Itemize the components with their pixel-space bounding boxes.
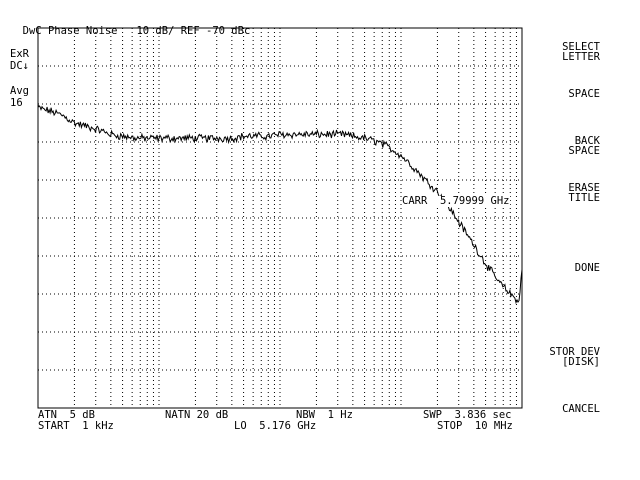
softkey-cancel[interactable]: CANCEL <box>562 403 600 415</box>
noise-trace <box>37 105 523 305</box>
avg-count: 16 <box>10 97 23 109</box>
softkey-stor-dev[interactable]: STOR DEV [DISK] <box>549 346 600 368</box>
scale-readout: 10 dB/ <box>136 25 175 37</box>
dc-annotation: DC↓ <box>10 60 29 72</box>
attenuation-readout: ATN 5 dB <box>38 409 95 421</box>
lo-freq-readout: LO 5.176 GHz <box>234 420 317 432</box>
marker-readout: CARR 5.79999 GHz <box>402 196 510 207</box>
start-freq-readout: START 1 kHz <box>38 420 114 432</box>
ref-level-readout: REF -70 dBc <box>180 25 251 37</box>
natn-readout: NATN 20 dB <box>165 409 229 421</box>
softkey-back-space[interactable]: BACK SPACE <box>568 135 600 157</box>
graticule <box>37 27 523 409</box>
softkey-erase-title[interactable]: ERASE TITLE <box>568 182 600 204</box>
sweep-time-readout: SWP 3.836 sec <box>423 409 512 421</box>
marker-label: CARR <box>402 195 428 207</box>
softkey-select-letter[interactable]: SELECT LETTER <box>562 41 600 63</box>
mode-indicator: DwC <box>22 25 42 37</box>
header: DwC Phase Noise 10 dB/ REF -70 dBc <box>10 15 251 37</box>
marker-frequency: 5.79999 GHz <box>439 195 510 207</box>
exr-annotation: ExR <box>10 48 29 60</box>
avg-label: Avg <box>10 85 29 97</box>
nbw-readout: NBW 1 Hz <box>296 409 353 421</box>
softkey-done[interactable]: DONE <box>574 262 600 274</box>
softkey-space[interactable]: SPACE <box>568 88 600 100</box>
screen-title: Phase Noise <box>47 25 118 37</box>
stop-freq-readout: STOP 10 MHz <box>437 420 513 432</box>
